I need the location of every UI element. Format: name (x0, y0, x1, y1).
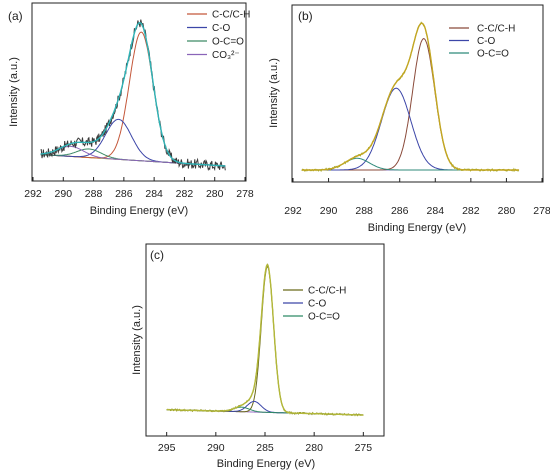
panel-c-xlabel: Binding Energy (eV) (217, 458, 315, 470)
panel-c-tick-label: 275 (355, 442, 373, 454)
panel-b-legend: C-C/C-HC-O O-C=O (449, 24, 515, 60)
panel-c-curves (166, 263, 364, 417)
panel-a-frame (31, 2, 247, 182)
panel-b-ticks: 292 290 288 286 284 282 280 278 (284, 178, 550, 217)
panel-c-legend: C-C/C-H C-O O-C=O (283, 286, 346, 323)
panel-b-xlabel: Binding Energy (eV) (368, 222, 466, 234)
panel-a-curves (40, 19, 226, 172)
panel-c-tick-label: 290 (207, 442, 225, 454)
panel-b-tick-label: 288 (355, 205, 373, 217)
panel-b: (b) Intensity (a.u.) Binding Energy (eV)… (268, 4, 550, 234)
panel-a-envelope (40, 22, 226, 167)
panel-a-tick-label: 288 (85, 188, 103, 200)
panel-c-legend-label: C-O (308, 299, 327, 310)
panel-a-legend-label: C-O (212, 23, 231, 34)
panel-a-tick-label: 280 (206, 188, 224, 200)
panel-b-tick-label: 292 (284, 205, 302, 217)
panel-c: (c) Intensity (a.u.) Binding Energy (eV)… (131, 243, 385, 470)
panel-a-legend: C-C/C-H C-O O-C=O CO₃²⁻ (187, 10, 250, 61)
panel-a-legend-label: C-C/C-H (212, 10, 250, 21)
panel-a-tick-label: 290 (55, 188, 73, 200)
panel-b-legend-label: C-O (477, 36, 496, 47)
panel-b-legend-label: O-C=O (477, 49, 509, 60)
panel-b-tick-label: 280 (498, 205, 516, 217)
panel-a-raw-data (40, 19, 226, 172)
panel-a-tick-label: 286 (115, 188, 133, 200)
panel-b-envelope (301, 22, 519, 171)
panel-a-tick-label: 284 (145, 188, 163, 200)
panel-c-legend-label: O-C=O (308, 312, 340, 323)
panel-b-tick-label: 286 (391, 205, 409, 217)
panel-b-tick-label: 284 (427, 205, 445, 217)
panel-a-tick-label: 278 (236, 188, 254, 200)
panel-c-legend-label: C-C/C-H (308, 286, 346, 297)
panel-a-tick-label: 282 (176, 188, 194, 200)
panel-b-frame (291, 4, 544, 183)
panel-a-tick-label: 292 (24, 188, 42, 200)
panel-b-label: (b) (298, 9, 313, 23)
panel-c-envelope (166, 263, 364, 416)
panel-b-tick-label: 290 (320, 205, 338, 217)
panel-b-legend-label: C-C/C-H (477, 24, 515, 35)
panel-b-ylabel: Intensity (a.u.) (268, 58, 280, 128)
panel-c-ticks: 295 290 285 280 275 (158, 432, 372, 454)
panel-a-ylabel: Intensity (a.u.) (8, 57, 20, 127)
panel-a-xlabel: Binding Energy (eV) (90, 205, 188, 217)
panel-b-tick-label: 278 (533, 205, 550, 217)
panel-c-ylabel: Intensity (a.u.) (131, 305, 143, 375)
panel-c-tick-label: 285 (256, 442, 274, 454)
panel-a-ticks: 292 290 288 286 284 282 280 278 (24, 177, 254, 200)
panel-a: (a) Intensity (a.u.) Binding Energy (eV)… (8, 2, 254, 217)
panel-a-legend-label: O-C=O (212, 37, 244, 48)
panel-b-curves (301, 21, 520, 173)
panel-c-label: (c) (150, 248, 164, 262)
panel-c-tick-label: 295 (158, 442, 176, 454)
panel-b-tick-label: 282 (462, 205, 480, 217)
panel-c-tick-label: 280 (305, 442, 323, 454)
panel-a-label: (a) (8, 9, 23, 23)
panel-a-legend-label: CO₃²⁻ (212, 50, 240, 61)
